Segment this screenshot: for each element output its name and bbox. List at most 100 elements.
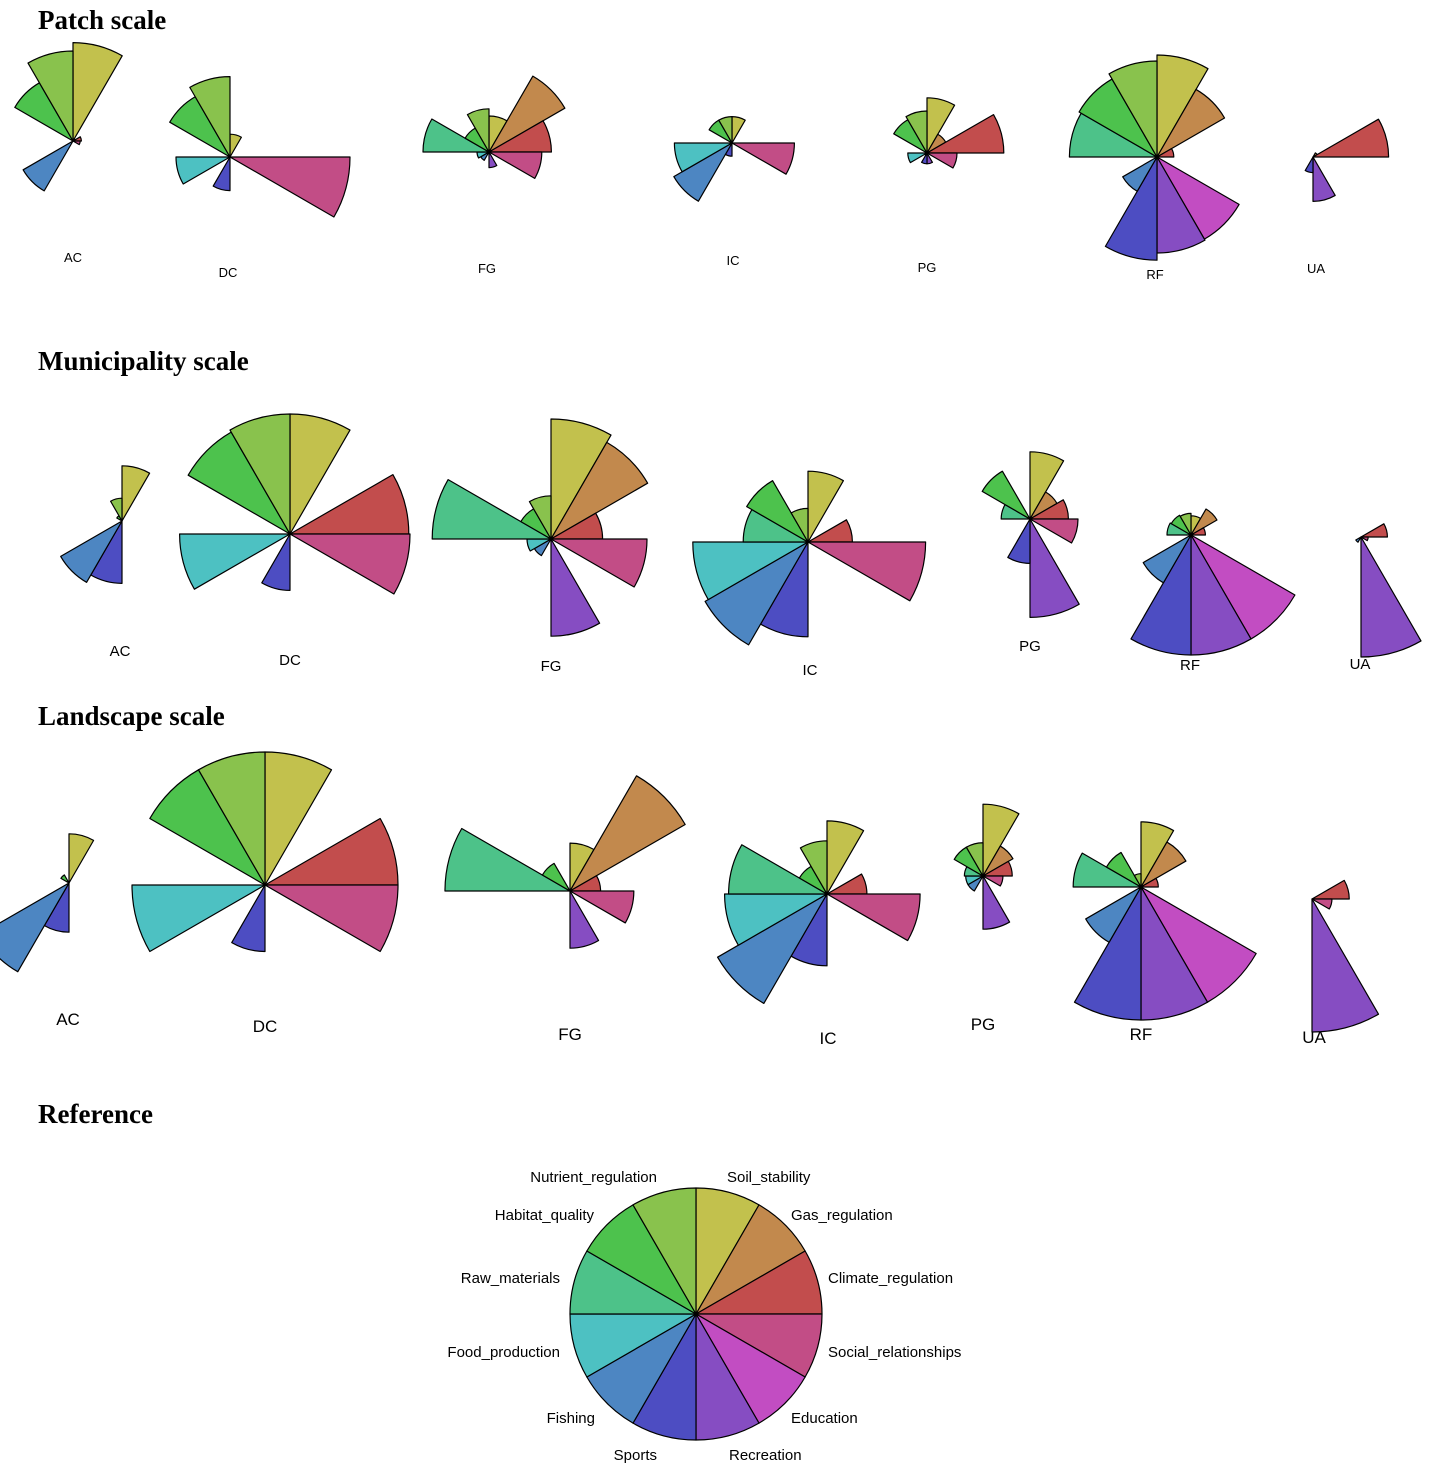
segment-fishing bbox=[22, 140, 74, 192]
star-municipality-scale-pg: PG bbox=[981, 451, 1080, 655]
star-label: FG bbox=[541, 658, 562, 675]
segment-social-relationships bbox=[807, 541, 927, 602]
segment-soil-stability bbox=[731, 116, 746, 144]
segment-nutrient-regulation bbox=[27, 50, 74, 142]
segment-nutrient-regulation bbox=[1179, 512, 1192, 536]
segment-food-production bbox=[723, 893, 828, 946]
segment-climate-regulation bbox=[1156, 148, 1175, 158]
segment-climate-regulation bbox=[1360, 523, 1388, 538]
segment-gas-regulation bbox=[1156, 88, 1226, 158]
segment-soil-stability bbox=[550, 418, 612, 540]
segment-nutrient-regulation bbox=[466, 108, 490, 153]
star-patch-scale-pg: PG bbox=[893, 97, 1005, 275]
segment-nutrient-regulation bbox=[189, 76, 231, 158]
segment-gas-regulation bbox=[1190, 508, 1218, 536]
segment-climate-regulation bbox=[488, 120, 552, 153]
segment-recreation bbox=[1360, 536, 1422, 658]
segment-recreation bbox=[569, 890, 600, 949]
star-label: DC bbox=[279, 652, 301, 669]
segment-nutrient-regulation bbox=[229, 413, 291, 535]
star-label: PG bbox=[971, 1015, 996, 1034]
star-label: FG bbox=[558, 1025, 582, 1044]
segment-fishing bbox=[1122, 156, 1158, 192]
star-label: RF bbox=[1180, 657, 1200, 674]
star-landscape-scale-rf: RF bbox=[1072, 821, 1257, 1044]
star-municipality-scale-rf: RF bbox=[1130, 508, 1296, 674]
segment-recreation bbox=[550, 538, 601, 637]
landscape-scale-title: Landscape scale bbox=[38, 701, 225, 731]
segment-social-relationships bbox=[488, 151, 543, 179]
star-label: UA bbox=[1350, 656, 1371, 673]
segment-sports bbox=[1007, 518, 1031, 564]
segment-nutrient-regulation bbox=[799, 840, 828, 895]
segment-soil-stability bbox=[68, 833, 95, 884]
segment-food-production bbox=[179, 533, 291, 590]
segment-recreation bbox=[982, 875, 1011, 930]
segment-climate-regulation bbox=[1311, 879, 1350, 900]
segment-nutrient-regulation bbox=[632, 1187, 697, 1315]
segment-fishing bbox=[60, 520, 123, 583]
segment-nutrient-regulation bbox=[905, 110, 928, 154]
segment-gas-regulation bbox=[550, 441, 649, 540]
segment-climate-regulation bbox=[1140, 877, 1159, 888]
star-label: UA bbox=[1307, 261, 1325, 276]
segment-social-relationships bbox=[569, 890, 635, 924]
star-label: FG bbox=[478, 261, 496, 276]
segment-soil-stability bbox=[926, 97, 956, 154]
star-label: AC bbox=[56, 1010, 80, 1029]
star-label: IC bbox=[820, 1029, 837, 1048]
reference-title: Reference bbox=[38, 1099, 153, 1129]
legend-label-raw-materials: Raw_materials bbox=[461, 1270, 560, 1287]
segment-food-production bbox=[673, 142, 733, 173]
patch-scale-title: Patch scale bbox=[38, 5, 167, 35]
segment-climate-regulation bbox=[926, 114, 1005, 154]
segment-recreation bbox=[488, 151, 498, 169]
segment-fishing bbox=[1085, 886, 1142, 943]
segment-soil-stability bbox=[1029, 451, 1065, 520]
star-label: RF bbox=[1130, 1025, 1153, 1044]
segment-habitat-quality bbox=[746, 480, 809, 543]
legend-label-recreation: Recreation bbox=[729, 1447, 802, 1463]
segment-climate-regulation bbox=[72, 136, 82, 142]
star-municipality-scale-fg: FG bbox=[431, 418, 649, 675]
star-municipality-scale-dc: DC bbox=[179, 413, 411, 669]
segment-nutrient-regulation bbox=[528, 495, 552, 540]
segment-gas-regulation bbox=[982, 845, 1014, 877]
star-landscape-scale-ac: AC bbox=[0, 833, 95, 1029]
star-landscape-scale-ic: IC bbox=[716, 820, 921, 1048]
legend-label-climate-regulation: Climate_regulation bbox=[828, 1270, 953, 1287]
segment-fishing bbox=[704, 541, 809, 646]
segment-social-relationships bbox=[72, 140, 81, 146]
segment-nutrient-regulation bbox=[1133, 873, 1142, 888]
segment-social-relationships bbox=[1360, 536, 1369, 542]
legend-label-soil-stability: Soil_stability bbox=[727, 1169, 811, 1186]
segment-gas-regulation bbox=[488, 75, 566, 153]
star-patch-scale-ua: UA bbox=[1304, 118, 1390, 276]
segment-fishing bbox=[716, 893, 828, 1005]
star-label: PG bbox=[1019, 638, 1041, 655]
segment-recreation bbox=[1312, 156, 1336, 202]
segment-nutrient-regulation bbox=[718, 116, 733, 144]
segment-soil-stability bbox=[121, 465, 151, 522]
segment-social-relationships bbox=[826, 893, 921, 942]
segment-social-relationships bbox=[1029, 518, 1079, 544]
segment-social-relationships bbox=[289, 533, 411, 595]
segment-soil-stability bbox=[982, 803, 1020, 877]
segment-habitat-quality bbox=[541, 862, 571, 892]
star-municipality-scale-ac: AC bbox=[60, 465, 151, 660]
segment-sports bbox=[1130, 534, 1192, 656]
segment-raw-materials bbox=[431, 479, 552, 540]
segment-social-relationships bbox=[982, 875, 1004, 887]
segment-sports bbox=[1104, 156, 1158, 261]
segment-fishing bbox=[1355, 536, 1362, 543]
segment-food-production bbox=[131, 884, 266, 953]
segment-food-production bbox=[175, 156, 231, 185]
star-label: UA bbox=[1302, 1028, 1326, 1047]
segment-sports bbox=[231, 884, 266, 953]
segment-raw-materials bbox=[422, 118, 490, 153]
legend-label-sports: Sports bbox=[614, 1447, 657, 1463]
segment-climate-regulation bbox=[1312, 118, 1390, 158]
segment-habitat-quality bbox=[981, 470, 1031, 520]
segment-sports bbox=[261, 533, 291, 591]
